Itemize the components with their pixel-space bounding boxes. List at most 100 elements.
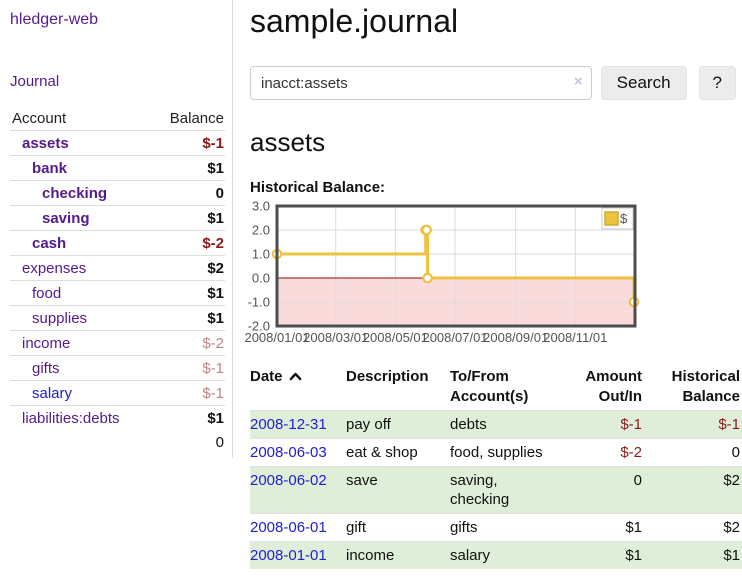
account-row: cash $-2: [10, 230, 225, 256]
account-heading: assets: [250, 127, 326, 157]
sidebar-account-link[interactable]: income: [22, 334, 71, 352]
app-title-link[interactable]: hledger-web: [10, 11, 99, 28]
svg-text:2008/01/01: 2008/01/01: [244, 330, 309, 345]
account-balance: $1: [151, 280, 225, 306]
accounts-total-row: 0: [10, 430, 225, 454]
transaction-accounts: food, supplies: [450, 438, 562, 467]
sidebar-account-link[interactable]: gifts: [32, 359, 60, 377]
transaction-description: save: [346, 466, 450, 514]
sidebar-account-link[interactable]: cash: [32, 234, 67, 252]
svg-text:2008/05/01: 2008/05/01: [363, 330, 428, 345]
account-balance: 0: [151, 180, 225, 206]
transaction-row: 2008-06-02 save saving, checking 0 $2: [250, 466, 742, 514]
balance-column-header: Balance: [151, 108, 225, 131]
accounts-table: Account Balance assets $-1 bank $1 check…: [10, 108, 225, 454]
svg-text:3.0: 3.0: [252, 199, 270, 214]
svg-text:2.0: 2.0: [252, 223, 270, 238]
account-balance: $-1: [151, 355, 225, 381]
main-content: sample.journal × Search ? assets Histori…: [233, 0, 742, 582]
sidebar-account-link[interactable]: checking: [42, 184, 108, 202]
amount-column-header: Amount Out/In: [585, 368, 642, 405]
date-column-header[interactable]: Date: [250, 365, 346, 411]
balance-column-header-main: Historical Balance: [671, 368, 740, 405]
transaction-accounts: salary: [450, 541, 562, 569]
accounts-total-value: 0: [215, 433, 224, 451]
transaction-date-link[interactable]: 2008-06-03: [250, 444, 327, 461]
tofrom-column-header: To/From Account(s): [450, 368, 529, 405]
historical-balance-chart: $3.0 2.0 1.0 0.0 -1.0 -2.0 2008/01/01 2008/03/0…: [244, 199, 736, 348]
transaction-amount: $-2: [562, 438, 650, 467]
transaction-balance: 0: [650, 438, 742, 467]
sidebar-account-link[interactable]: saving: [42, 209, 90, 227]
transaction-accounts: saving, checking: [450, 466, 562, 514]
transaction-row: 2008-06-01 gift gifts $1 $2: [250, 513, 742, 542]
transaction-accounts: debts: [450, 410, 562, 439]
search-form: × Search ?: [250, 66, 736, 100]
account-row: food $1: [10, 280, 225, 306]
transaction-date-link[interactable]: 2008-01-01: [250, 547, 327, 564]
accounts-total-spacer: [10, 430, 151, 454]
account-row: liabilities:debts $1: [10, 405, 225, 430]
transaction-balance: $1: [650, 541, 742, 569]
transaction-description: gift: [346, 513, 450, 542]
transaction-amount: $-1: [562, 410, 650, 439]
svg-text:$: $: [620, 211, 628, 226]
transaction-balance: $-1: [650, 410, 742, 439]
account-balance: $1: [151, 155, 225, 181]
sidebar-account-link[interactable]: salary: [32, 384, 73, 402]
account-row: income $-2: [10, 330, 225, 356]
search-button[interactable]: Search: [600, 66, 687, 100]
account-balance: $-1: [151, 380, 225, 406]
transaction-description: eat & shop: [346, 438, 450, 467]
page-title: sample.journal: [250, 3, 459, 39]
svg-text:0.0: 0.0: [252, 271, 270, 286]
account-row: expenses $2: [10, 255, 225, 281]
account-balance: $-1: [202, 134, 224, 152]
account-row: assets $-1: [10, 131, 225, 156]
transaction-amount: 0: [562, 466, 650, 514]
account-balance: $1: [151, 205, 225, 231]
svg-text:2008/03/01: 2008/03/01: [303, 330, 368, 345]
transaction-row: 2008-12-31 pay off debts $-1 $-1: [250, 410, 742, 439]
transaction-date-link[interactable]: 2008-12-31: [250, 416, 327, 433]
sidebar: hledger-web Journal Account Balance asse…: [0, 0, 233, 458]
sidebar-account-link[interactable]: assets: [22, 134, 69, 152]
sort-ascending-icon: [289, 367, 302, 387]
sidebar-account-link[interactable]: liabilities:debts: [22, 409, 120, 427]
transaction-row: 2008-06-03 eat & shop food, supplies $-2…: [250, 438, 742, 467]
svg-text:2008/11/01: 2008/11/01: [543, 330, 607, 345]
sidebar-item-journal[interactable]: Journal: [10, 73, 60, 90]
account-row: gifts $-1: [10, 355, 225, 381]
clear-search-icon[interactable]: ×: [573, 73, 583, 90]
transaction-date-link[interactable]: 2008-06-01: [250, 519, 327, 536]
sidebar-account-link[interactable]: food: [32, 284, 62, 302]
description-column-header: Description: [346, 368, 429, 385]
sidebar-account-link[interactable]: bank: [32, 159, 68, 177]
account-row: supplies $1: [10, 305, 225, 331]
transaction-accounts: gifts: [450, 513, 562, 542]
transaction-balance: $2: [650, 466, 742, 514]
account-balance: $1: [151, 405, 225, 430]
account-balance: $-2: [151, 230, 225, 256]
chart-label: Historical Balance:: [250, 179, 386, 196]
transaction-amount: $1: [562, 541, 650, 569]
sidebar-account-link[interactable]: expenses: [22, 259, 87, 277]
search-input[interactable]: [250, 66, 592, 100]
help-button[interactable]: ?: [698, 66, 736, 100]
transaction-date-link[interactable]: 2008-06-02: [250, 472, 327, 489]
account-row: checking 0: [10, 180, 225, 206]
account-row: salary $-1: [10, 380, 225, 406]
account-balance: $2: [151, 255, 225, 281]
svg-text:2008/09/01: 2008/09/01: [483, 330, 548, 345]
accounts-column-header: Account: [10, 108, 152, 131]
transaction-description: income: [346, 541, 450, 569]
svg-text:1.0: 1.0: [252, 247, 270, 262]
sidebar-account-link[interactable]: supplies: [32, 309, 88, 327]
svg-text:-2.0: -2.0: [248, 319, 270, 334]
transaction-amount: $1: [562, 513, 650, 542]
account-row: bank $1: [10, 155, 225, 181]
account-balance: $1: [151, 305, 225, 331]
account-balance: $-2: [151, 330, 225, 356]
svg-text:2008/07/01: 2008/07/01: [422, 330, 487, 345]
transaction-balance: $2: [650, 513, 742, 542]
